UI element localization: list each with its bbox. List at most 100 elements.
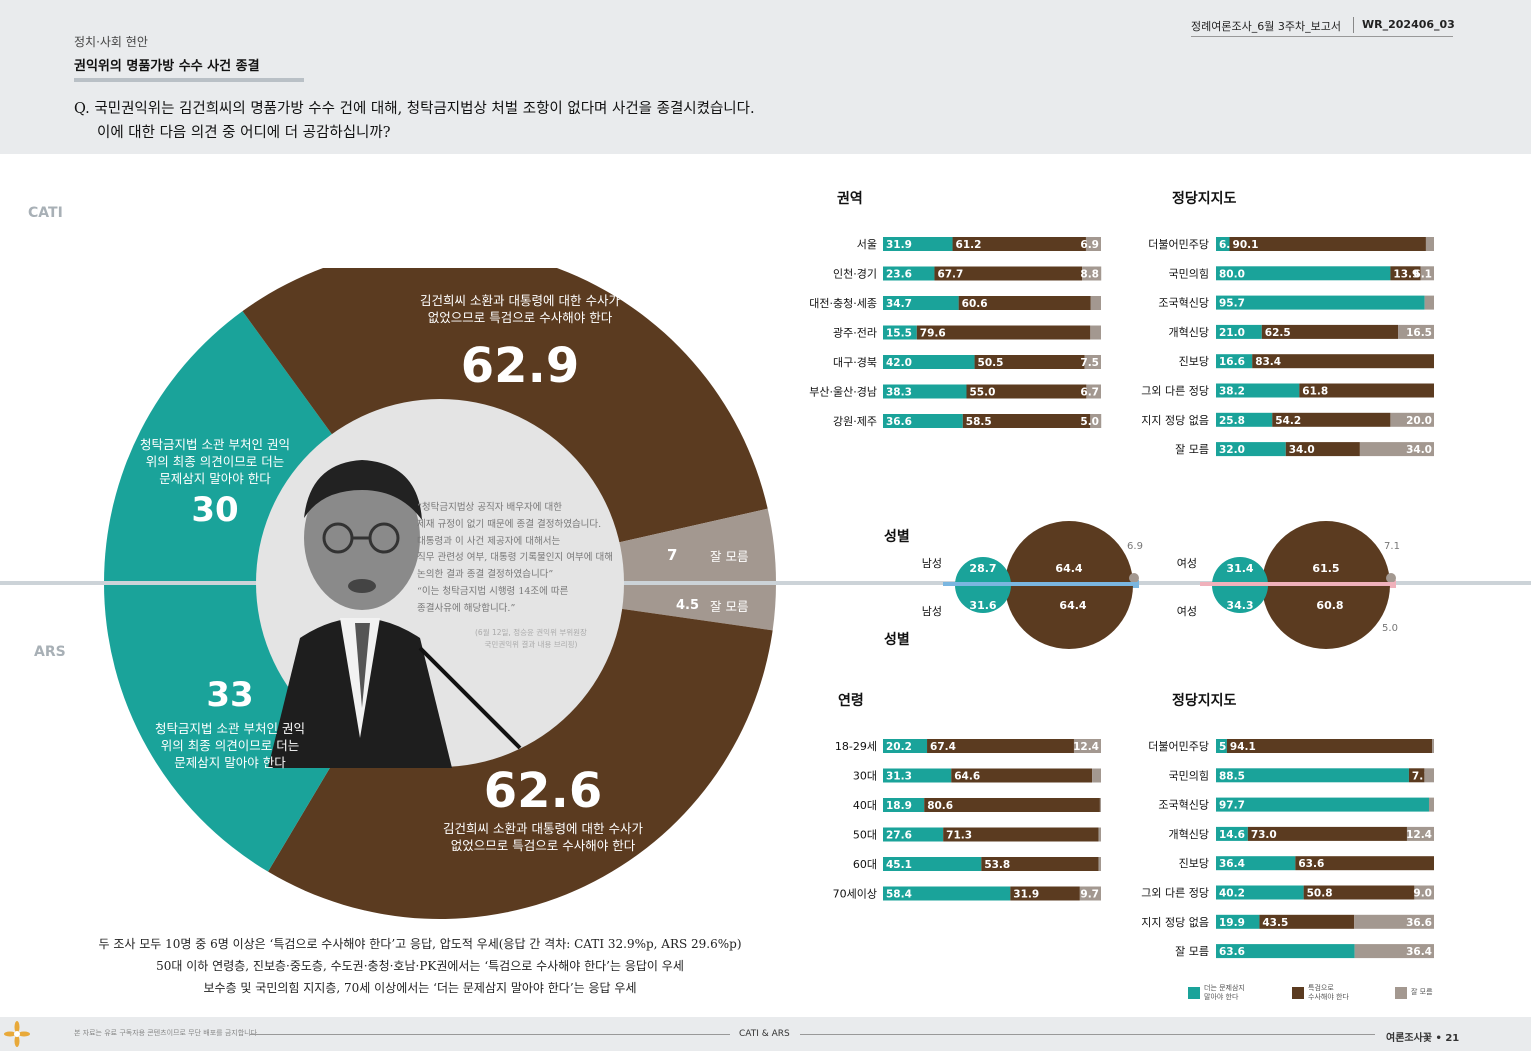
bar-segment [1098, 857, 1101, 871]
legend-teal-text: 더는 문제삼지 말아야 한다 [1204, 984, 1245, 1001]
bar-segment [1099, 798, 1101, 812]
bar-category-label: 50대 [853, 829, 877, 842]
bar-segment [934, 266, 1083, 281]
bar-segment [1216, 237, 1230, 251]
flower-logo-icon [4, 1021, 30, 1047]
bar-value-label: 61.2 [956, 239, 982, 251]
bar-value-label: 45.1 [886, 859, 912, 871]
bar-category-label: 더불어민주당 [1148, 238, 1209, 251]
bar-segment [1354, 944, 1434, 959]
party-ars-title: 정당지지도 [1172, 693, 1237, 709]
gender-value-label: 31.6 [969, 599, 996, 612]
gender-value-label: 28.7 [969, 562, 996, 575]
bar-value-label: 32.0 [1219, 444, 1245, 456]
bar-segment [1090, 325, 1101, 340]
bar-segment [1216, 914, 1260, 929]
bar-value-label: 31.9 [886, 239, 912, 251]
bar-value-label: 64.6 [954, 771, 980, 783]
bar-segment [1295, 856, 1434, 871]
bar-segment [1252, 354, 1434, 369]
bar-segment [1303, 885, 1415, 900]
bar-value-label: 42.0 [886, 357, 912, 369]
bar-value-label: 5.0 [1080, 416, 1099, 428]
report-name: 정례여론조사_6월 3주차_보고서 [1191, 20, 1341, 33]
gender-label: 남성 [922, 605, 942, 618]
bar-category-label: 18-29세 [835, 740, 877, 753]
bar-value-label: 12.4 [1406, 829, 1432, 841]
donut-chart [100, 268, 790, 919]
bar-segment [883, 739, 928, 753]
bar-segment [1216, 768, 1409, 783]
bar-value-label: 97.7 [1219, 800, 1245, 812]
bar-segment [1084, 355, 1101, 369]
bar-segment [1259, 914, 1355, 929]
bar-segment [1398, 324, 1434, 339]
bar-segment [883, 296, 959, 310]
bar-segment [951, 768, 1093, 783]
bar-value-label: 88.5 [1219, 770, 1245, 782]
page-title: 권익위의 명품가방 수수 사건 종결 [74, 59, 260, 74]
legend-brown-text: 특검으로 수사해야 한다 [1308, 984, 1349, 1001]
bar-value-label: 80.0 [1219, 268, 1245, 280]
summary-line-2: 50대 이하 연령층, 진보층·중도층, 수도권·충청·호남·PK권에서는 ‘특… [156, 959, 684, 973]
bar-segment [1424, 768, 1434, 783]
header-band [0, 0, 1531, 154]
cati-gray-value: 7 [667, 546, 678, 564]
cati-gray-label: 잘 모름 [710, 549, 749, 564]
bar-value-label: 9.7 [1080, 889, 1099, 901]
gender-axis-line-inner [943, 582, 1139, 586]
summary-line-1: 두 조사 모두 10명 중 6명 이상은 ‘특검으로 수사해야 한다’고 응답,… [98, 937, 742, 951]
bar-segment [1216, 885, 1304, 900]
bar-value-label: 95.7 [1219, 298, 1245, 310]
age-title: 연령 [838, 693, 864, 709]
cati-teal-value: 30 [191, 490, 239, 530]
bar-value-label: 9.0 [1413, 888, 1432, 900]
bar-value-label: 6.1 [1413, 268, 1432, 280]
bar-segment [1085, 237, 1101, 251]
bar-category-label: 잘 모름 [1175, 443, 1209, 456]
gender-bubble-gray [1386, 573, 1396, 583]
ars-brown-value: 62.6 [483, 763, 603, 819]
report-number: WR_202406_03 [1362, 18, 1455, 31]
bar-value-label: 25.8 [1219, 415, 1245, 427]
bar-value-label: 27.6 [886, 830, 912, 842]
gender-gray-value: 5.0 [1382, 623, 1398, 634]
bar-value-label: 20.0 [1406, 415, 1432, 427]
legend-swatch-teal [1188, 987, 1200, 999]
bar-segment [966, 384, 1087, 399]
bar-value-label: 63.6 [1219, 946, 1245, 958]
bar-segment [1424, 295, 1434, 310]
summary-line-3: 보수층 및 국민의힘 지지층, 70세 이상에서는 ‘더는 문제삼지 말아야 한… [203, 981, 637, 995]
region-title: 권역 [837, 191, 863, 207]
bar-segment [1216, 354, 1253, 369]
bar-segment [1414, 885, 1434, 900]
gender-value-label: 60.8 [1316, 599, 1343, 612]
bar-segment [883, 886, 1011, 901]
footer-rule-right [800, 1034, 1375, 1035]
cati-brown-label: 김건희씨 소환과 대통령에 대한 수사가 없었으므로 특검으로 수사해야 한다 [420, 293, 620, 325]
bar-value-label: 8.8 [1080, 269, 1099, 281]
bar-category-label: 그외 다른 정당 [1141, 887, 1209, 900]
bar-category-label: 개혁신당 [1169, 828, 1209, 841]
bar-segment [1216, 856, 1296, 871]
legend-swatch-gray [1395, 987, 1407, 999]
bar-value-label: 34.0 [1406, 444, 1432, 456]
gender-gray-value: 6.9 [1127, 541, 1143, 552]
ars-teal-label: 청탁금지법 소관 부처인 권익위의 최종 의견이므로 더는 문제삼지 말아야 한… [155, 721, 305, 770]
bar-value-label: 55.0 [969, 387, 995, 399]
bar-segment [883, 414, 963, 428]
bar-segment [1216, 266, 1391, 281]
bar-segment [1216, 324, 1262, 339]
bar-segment [927, 739, 1074, 753]
bar-segment [1428, 797, 1434, 812]
bar-segment [1226, 739, 1433, 753]
bar-segment [1216, 826, 1248, 841]
bar-value-label: 54.2 [1275, 415, 1301, 427]
bar-category-label: 그외 다른 정당 [1141, 385, 1209, 398]
footer-rule-left [250, 1034, 730, 1035]
bar-value-label: 20.2 [886, 741, 912, 753]
bar-segment [1092, 768, 1101, 783]
bar-value-label: 79.6 [920, 328, 946, 340]
gender-value-label: 64.4 [1059, 599, 1086, 612]
